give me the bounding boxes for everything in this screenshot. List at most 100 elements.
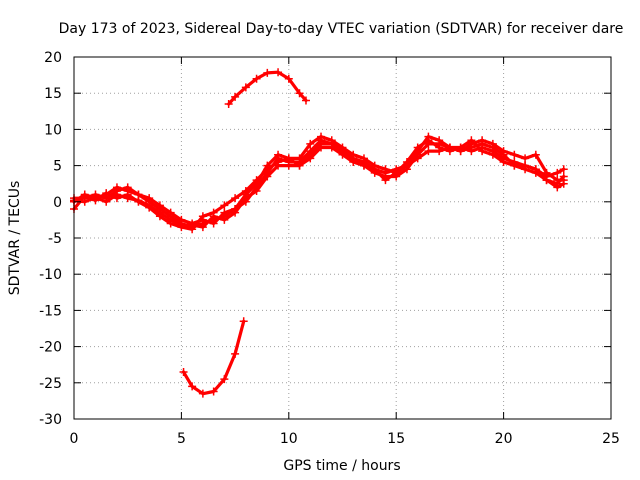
y-tick-label: -20 xyxy=(39,340,62,356)
y-tick-label: 15 xyxy=(44,86,62,102)
data-point xyxy=(263,165,272,174)
y-tick-label: 20 xyxy=(44,50,62,66)
y-tick-label: -10 xyxy=(39,267,62,283)
data-point xyxy=(145,194,154,203)
axis-ticks xyxy=(73,56,612,420)
data-point xyxy=(220,215,229,224)
data-point xyxy=(553,183,562,192)
data-point xyxy=(134,197,143,206)
grid-lines xyxy=(74,57,611,419)
data-point xyxy=(531,150,540,159)
data-point xyxy=(435,147,444,156)
data-point xyxy=(338,147,347,156)
data-point xyxy=(177,223,186,232)
data-point xyxy=(252,74,261,83)
data-point xyxy=(381,176,390,185)
data-point xyxy=(478,147,487,156)
data-point xyxy=(179,367,188,376)
data-point xyxy=(521,165,530,174)
data-point xyxy=(559,179,568,188)
data-point xyxy=(510,150,519,159)
data-point xyxy=(252,176,261,185)
y-tick-label: 10 xyxy=(44,122,62,138)
data-point xyxy=(559,165,568,174)
data-point xyxy=(284,154,293,163)
data-point xyxy=(123,190,132,199)
data-point xyxy=(231,349,240,358)
x-tick-label: 0 xyxy=(70,431,79,447)
data-point xyxy=(274,150,283,159)
data-point xyxy=(306,150,315,159)
x-tick-label: 5 xyxy=(177,431,186,447)
data-point xyxy=(359,157,368,166)
y-axis-label: SDTVAR / TECUs xyxy=(7,181,23,296)
data-point xyxy=(241,83,250,92)
data-point xyxy=(209,387,218,396)
data-point xyxy=(488,150,497,159)
data-point xyxy=(188,382,197,391)
data-point xyxy=(274,157,283,166)
data-point xyxy=(91,196,100,205)
data-point xyxy=(424,139,433,148)
data-point xyxy=(306,139,315,148)
data-point xyxy=(102,197,111,206)
data-point xyxy=(220,375,229,384)
data-point xyxy=(231,92,240,101)
data-point xyxy=(198,212,207,221)
x-tick-label: 25 xyxy=(602,431,620,447)
data-point xyxy=(224,100,233,109)
data-point xyxy=(241,194,250,203)
series-trace-d xyxy=(70,136,568,234)
data-point xyxy=(198,223,207,232)
data-point xyxy=(231,208,240,217)
data-point xyxy=(80,192,89,201)
data-point xyxy=(349,154,358,163)
series-upper-arc xyxy=(224,68,310,109)
y-tick-label: -25 xyxy=(39,376,62,392)
data-point xyxy=(467,136,476,145)
y-axis-tick-labels: -30 -25 -20 -15 -10 -5 0 5 10 15 20 xyxy=(39,50,62,428)
chart-title: Day 173 of 2023, Sidereal Day-to-day VTE… xyxy=(59,21,624,37)
data-point xyxy=(241,186,250,195)
data-point xyxy=(295,89,304,98)
data-point xyxy=(531,168,540,177)
data-point xyxy=(166,208,175,217)
data-point xyxy=(198,389,207,398)
x-axis-label: GPS time / hours xyxy=(283,458,400,474)
data-point xyxy=(123,183,132,192)
data-point xyxy=(284,74,293,83)
data-point xyxy=(467,143,476,152)
data-point xyxy=(499,157,508,166)
data-point xyxy=(252,186,261,195)
data-point xyxy=(295,161,304,170)
data-point xyxy=(542,176,551,185)
data-point xyxy=(263,172,272,181)
data-point xyxy=(220,208,229,217)
data-point xyxy=(155,201,164,210)
data-point xyxy=(145,203,154,212)
series-lower-arc xyxy=(179,317,248,398)
data-point xyxy=(559,172,568,181)
data-point xyxy=(112,194,121,203)
y-tick-label: -15 xyxy=(39,303,62,319)
y-tick-label: -30 xyxy=(39,412,62,428)
data-point xyxy=(478,139,487,148)
data-point xyxy=(413,154,422,163)
data-point xyxy=(327,139,336,148)
data-point xyxy=(220,201,229,210)
data-point xyxy=(317,139,326,148)
data-point xyxy=(284,161,293,170)
y-tick-label: 0 xyxy=(53,195,62,211)
data-point xyxy=(381,165,390,174)
data-point xyxy=(317,132,326,141)
data-point xyxy=(510,161,519,170)
data-point xyxy=(488,143,497,152)
data-point xyxy=(209,208,218,217)
data-point xyxy=(456,143,465,152)
x-tick-label: 10 xyxy=(280,431,298,447)
data-point xyxy=(370,165,379,174)
y-tick-label: -5 xyxy=(48,231,62,247)
data-point xyxy=(188,225,197,234)
x-axis-tick-labels: 0 5 10 15 20 25 xyxy=(70,431,620,447)
